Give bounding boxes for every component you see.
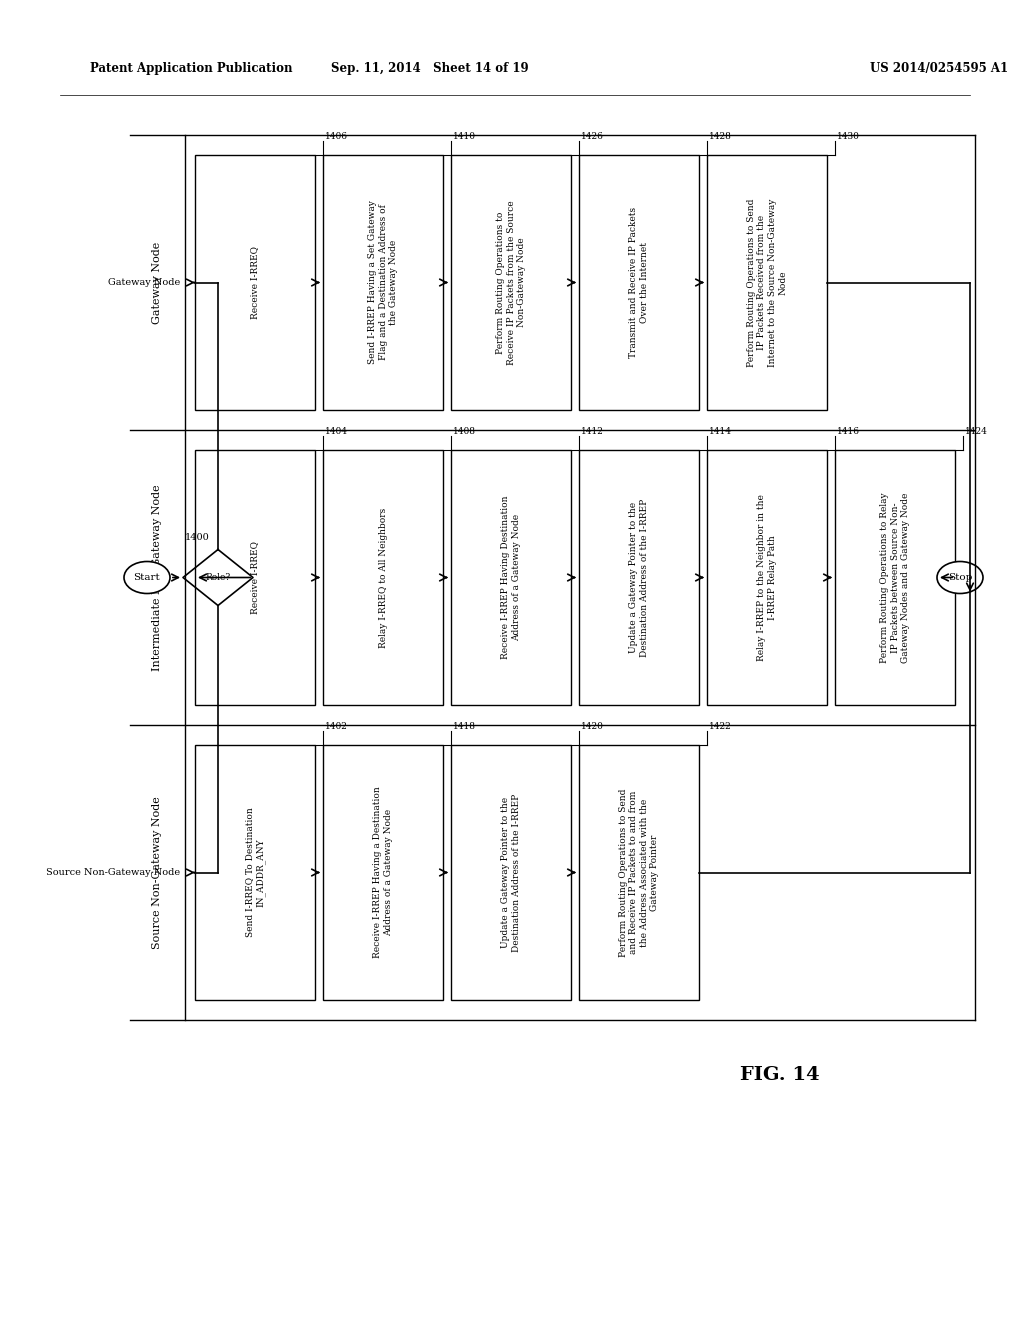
Text: 1406: 1406 <box>325 132 348 141</box>
Text: Update a Gateway Pointer to the
Destination Address of the I-RREP: Update a Gateway Pointer to the Destinat… <box>502 793 520 952</box>
Text: 1404: 1404 <box>325 426 348 436</box>
Text: Perform Routing Operations to Relay
IP Packets between Source Non-
Gateway Nodes: Perform Routing Operations to Relay IP P… <box>880 492 910 663</box>
Ellipse shape <box>937 561 983 594</box>
Text: 1412: 1412 <box>581 426 604 436</box>
Text: Relay I-RREP to the Neighbor in the
I-RREP Relay Path: Relay I-RREP to the Neighbor in the I-RR… <box>758 494 776 661</box>
Text: Receive I-RREQ: Receive I-RREQ <box>251 246 259 319</box>
Text: Perform Routing Operations to Send
and Receive IP Packets to and from
the Addres: Perform Routing Operations to Send and R… <box>618 788 659 957</box>
Text: US 2014/0254595 A1: US 2014/0254595 A1 <box>870 62 1008 75</box>
Text: Receive I-RREP Having a Destination
Address of a Gateway Node: Receive I-RREP Having a Destination Addr… <box>374 787 392 958</box>
Text: 1420: 1420 <box>581 722 604 731</box>
Bar <box>323 744 443 1001</box>
Bar <box>451 154 571 411</box>
Text: Receive I-RREQ: Receive I-RREQ <box>251 541 259 614</box>
Bar <box>451 744 571 1001</box>
Text: Send I-RREQ To Destination
IN_ADDR_ANY: Send I-RREQ To Destination IN_ADDR_ANY <box>245 808 265 937</box>
Text: 1410: 1410 <box>453 132 476 141</box>
Text: FIG. 14: FIG. 14 <box>740 1067 820 1084</box>
Text: 1400: 1400 <box>185 533 210 543</box>
Bar <box>323 450 443 705</box>
Bar <box>195 744 315 1001</box>
Text: 1402: 1402 <box>325 722 348 731</box>
Text: Patent Application Publication: Patent Application Publication <box>90 62 293 75</box>
Bar <box>195 450 315 705</box>
Text: Transmit and Receive IP Packets
Over the Internet: Transmit and Receive IP Packets Over the… <box>630 207 648 358</box>
Text: Start: Start <box>133 573 161 582</box>
Text: Gateway Node: Gateway Node <box>152 242 162 323</box>
Text: 1416: 1416 <box>837 426 860 436</box>
Text: Source Non-Gateway Node: Source Non-Gateway Node <box>46 869 180 876</box>
Text: 1422: 1422 <box>709 722 732 731</box>
Text: 1428: 1428 <box>709 132 732 141</box>
Text: Intermediate Non-Gateway Node: Intermediate Non-Gateway Node <box>152 484 162 671</box>
Text: 1430: 1430 <box>837 132 860 141</box>
Bar <box>835 450 955 705</box>
Text: Perform Routing Operations to
Receive IP Packets from the Source
Non-Gateway Nod: Perform Routing Operations to Receive IP… <box>496 201 526 364</box>
Ellipse shape <box>124 561 170 594</box>
Bar <box>579 744 699 1001</box>
Text: Gateway Node: Gateway Node <box>108 279 180 286</box>
Bar <box>579 154 699 411</box>
Text: Relay I-RREQ to All Neighbors: Relay I-RREQ to All Neighbors <box>379 507 387 648</box>
Bar <box>195 154 315 411</box>
Bar <box>579 450 699 705</box>
Text: Stop: Stop <box>948 573 972 582</box>
Text: Perform Routing Operations to Send
IP Packets Received from the
Internet to the : Perform Routing Operations to Send IP Pa… <box>746 198 787 367</box>
Text: 1426: 1426 <box>581 132 604 141</box>
Text: Sep. 11, 2014   Sheet 14 of 19: Sep. 11, 2014 Sheet 14 of 19 <box>331 62 528 75</box>
Polygon shape <box>183 549 253 606</box>
Text: Send I-RREP Having a Set Gateway
Flag and a Destination Address of
the Gateway N: Send I-RREP Having a Set Gateway Flag an… <box>368 201 398 364</box>
Text: 1418: 1418 <box>453 722 476 731</box>
Text: Receive I-RREP Having Destination
Address of a Gateway Node: Receive I-RREP Having Destination Addres… <box>502 496 520 659</box>
Text: Role?: Role? <box>206 573 230 582</box>
Text: 1424: 1424 <box>965 426 988 436</box>
Text: Update a Gateway Pointer to the
Destination Address of the I-RREP: Update a Gateway Pointer to the Destinat… <box>630 499 648 656</box>
Bar <box>451 450 571 705</box>
Bar <box>707 154 827 411</box>
Text: Source Non-Gateway Node: Source Non-Gateway Node <box>152 796 162 949</box>
Text: 1414: 1414 <box>709 426 732 436</box>
Bar <box>707 450 827 705</box>
Bar <box>323 154 443 411</box>
Text: 1408: 1408 <box>453 426 476 436</box>
